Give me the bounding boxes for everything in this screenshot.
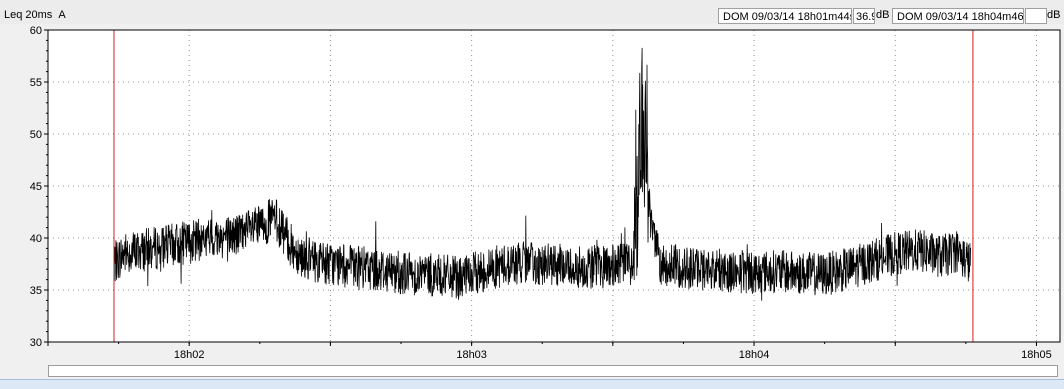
status-bar [0,379,1064,389]
plot-frame [47,29,1061,343]
measure-title: Leq 20ms A [4,9,66,21]
y-tick-label-55: 55 [30,77,42,89]
cursor1-unit: dB [876,9,890,21]
cursor1-value: 36.9 [856,11,874,23]
y-tick-label-60: 60 [30,25,42,37]
cursor2-value-field[interactable] [1025,8,1047,24]
x-tick-label-18h04: 18h04 [739,349,770,361]
horizontal-scrollbar[interactable] [48,365,1058,377]
measure-label: Leq 20ms [4,9,53,21]
x-tick-label-18h03: 18h03 [456,349,487,361]
y-tick-label-45: 45 [30,181,42,193]
y-tick-label-30: 30 [30,337,42,349]
cursor2-time: DOM 09/03/14 18h04m46s500 [897,11,1024,23]
y-tick-label-50: 50 [30,129,42,141]
y-tick-label-35: 35 [30,285,42,297]
header-bar: Leq 20ms A DOM 09/03/14 18h01m44s020 36.9… [0,0,1064,24]
x-tick-label-18h02: 18h02 [174,349,205,361]
leq-signal-trace [113,47,971,301]
leq-time-chart[interactable]: 30 35 40 45 50 55 60 18h02 18h03 18h04 18h05 [0,24,1064,361]
weighting-label: A [58,9,66,21]
cursor2-unit: dB [1047,9,1061,21]
cursor1-time-field[interactable]: DOM 09/03/14 18h01m44s020 [718,8,852,24]
x-tick-label-18h05: 18h05 [1021,349,1052,361]
y-tick-label-40: 40 [30,233,42,245]
cursor2-time-field[interactable]: DOM 09/03/14 18h04m46s500 [892,8,1024,24]
cursor1-time: DOM 09/03/14 18h01m44s020 [723,11,851,23]
cursor1-value-field[interactable]: 36.9 [853,8,875,24]
